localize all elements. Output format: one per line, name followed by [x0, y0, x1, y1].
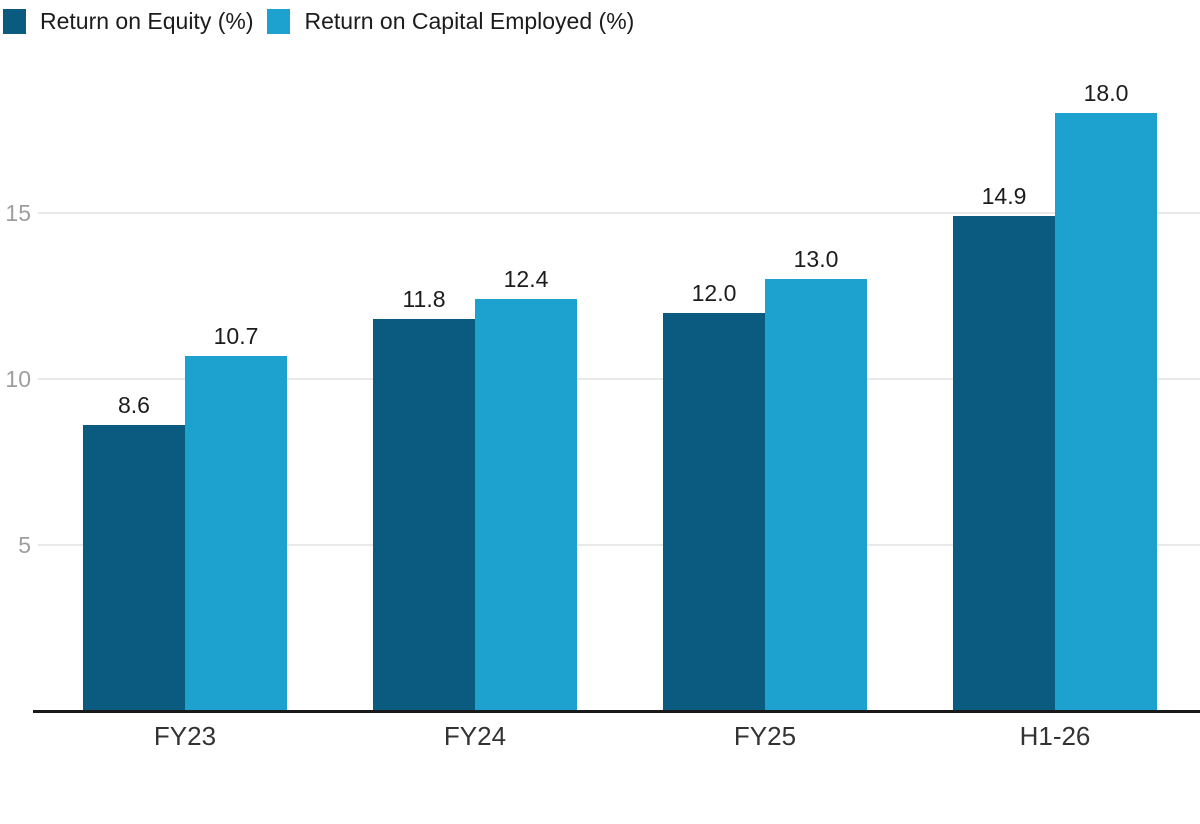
- chart-legend: Return on Equity (%) Return on Capital E…: [3, 5, 634, 37]
- legend-swatch-return-on-equity: [3, 8, 26, 34]
- value-label-FY25-series-0: 12.0: [691, 280, 737, 306]
- x-axis-category-label-FY23: FY23: [153, 721, 217, 751]
- legend-label-return-on-equity: Return on Equity (%): [40, 8, 254, 34]
- value-label-FY23-series-1: 10.7: [213, 323, 259, 349]
- value-label-FY24-series-1: 12.4: [503, 266, 549, 292]
- value-label-FY24-series-0: 11.8: [402, 286, 446, 312]
- y-axis-tick-label-15: 15: [5, 200, 31, 226]
- bar-FY23-series-0[interactable]: [83, 425, 185, 711]
- bar-H1-26-series-1[interactable]: [1055, 113, 1157, 711]
- value-label-FY23-series-0: 8.6: [118, 392, 150, 418]
- x-axis-category-label-FY24: FY24: [443, 721, 507, 751]
- bar-FY24-series-1[interactable]: [475, 299, 577, 711]
- grid-line-15: [38, 212, 1200, 214]
- grid-line-5: [38, 544, 1200, 546]
- bar-FY23-series-1[interactable]: [185, 356, 287, 711]
- y-axis-tick-label-10: 10: [5, 366, 31, 392]
- bar-FY25-series-0[interactable]: [663, 313, 765, 711]
- value-label-H1-26-series-0: 14.9: [981, 183, 1027, 209]
- bar-H1-26-series-0[interactable]: [953, 216, 1055, 711]
- grid-line-10: [38, 378, 1200, 380]
- value-label-H1-26-series-1: 18.0: [1083, 80, 1129, 106]
- legend-label-return-on-capital-employed: Return on Capital Employed (%): [304, 8, 635, 34]
- legend-swatch-return-on-capital-employed: [267, 8, 291, 34]
- y-axis-tick-label-5: 5: [18, 532, 31, 558]
- x-axis-category-label-FY25: FY25: [733, 721, 797, 751]
- bar-FY25-series-1[interactable]: [765, 279, 867, 711]
- value-label-FY25-series-1: 13.0: [793, 246, 839, 272]
- legend-item-return-on-equity[interactable]: Return on Equity (%): [3, 7, 253, 35]
- x-axis-category-label-H1-26: H1-26: [1019, 721, 1091, 751]
- x-axis-line: [33, 710, 1200, 713]
- legend-item-return-on-capital-employed[interactable]: Return on Capital Employed (%): [267, 7, 634, 35]
- bar-FY24-series-0[interactable]: [373, 319, 475, 711]
